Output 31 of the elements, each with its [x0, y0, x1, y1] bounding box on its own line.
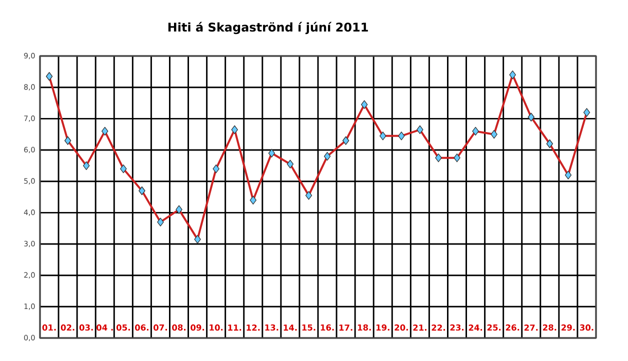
- x-tick-label: 23.: [450, 324, 464, 331]
- x-tick-label: 11.: [228, 324, 242, 331]
- x-tick-label: 16.: [320, 324, 334, 331]
- x-tick-label: 27.: [524, 324, 538, 331]
- x-tick-label: 12.: [246, 324, 260, 331]
- x-tick-label: 29.: [562, 324, 575, 331]
- x-tick-label: 02.: [60, 324, 74, 331]
- x-tick-label: 08.: [172, 324, 186, 331]
- x-tick-label: 06.: [135, 324, 148, 331]
- x-tick-label: 04 .: [96, 324, 113, 331]
- x-tick-label: 30.: [580, 324, 594, 331]
- x-tick-label: 20.: [394, 324, 408, 331]
- x-tick-label: 19.: [376, 324, 390, 331]
- x-tick-label: 14.: [284, 324, 297, 331]
- x-tick-label: 15.: [302, 324, 316, 331]
- x-tick-label: 22.: [432, 324, 445, 331]
- x-tick-label: 03.: [79, 324, 93, 331]
- x-tick-label: 10.: [210, 324, 223, 331]
- x-tick-label: 05.: [116, 324, 130, 331]
- x-tick-label: 28.: [543, 324, 556, 331]
- x-tick-label: 09.: [190, 324, 204, 331]
- x-tick-label: 13.: [265, 324, 278, 331]
- x-tick-label: 17.: [339, 324, 352, 331]
- x-tick-label: 26.: [506, 324, 520, 331]
- x-tick-label: 07.: [154, 324, 167, 331]
- x-tick-label: 25.: [487, 324, 501, 331]
- x-tick-label: 01.: [42, 324, 56, 331]
- x-tick-label: 21.: [413, 324, 426, 331]
- x-tick-label: 24.: [468, 324, 482, 331]
- chart-title: Hiti á Skagaströnd í júní 2011: [168, 22, 368, 34]
- x-tick-label: 18.: [358, 324, 371, 331]
